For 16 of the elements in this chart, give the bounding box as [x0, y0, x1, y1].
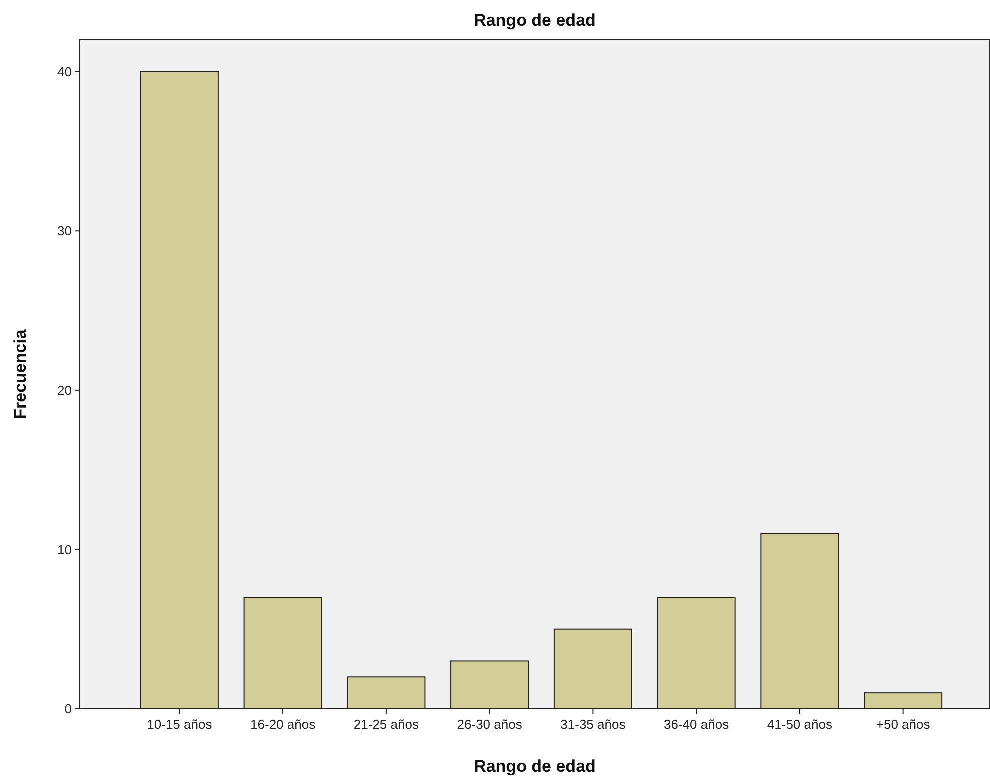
y-tick-label: 10 [58, 542, 72, 558]
chart-title: Rango de edad [474, 11, 596, 30]
y-tick-label: 0 [64, 702, 72, 717]
x-tick-label: 16-20 años [250, 717, 316, 732]
x-tick-label: 10-15 años [147, 717, 213, 732]
y-tick-label: 20 [58, 382, 72, 398]
x-tick-label: +50 años [876, 717, 931, 732]
x-tick-label: 41-50 años [767, 717, 833, 732]
y-axis-title: Frecuencia [11, 329, 30, 420]
x-tick-label: 26-30 años [457, 717, 523, 732]
y-tick-label: 30 [58, 224, 72, 239]
x-tick-label: 21-25 años [354, 717, 420, 732]
x-axis-title: Rango de edad [474, 757, 596, 776]
x-tick-label: 36-40 años [664, 717, 730, 732]
y-tick-label: 40 [58, 64, 72, 80]
x-tick-label: 31-35 años [560, 717, 626, 732]
